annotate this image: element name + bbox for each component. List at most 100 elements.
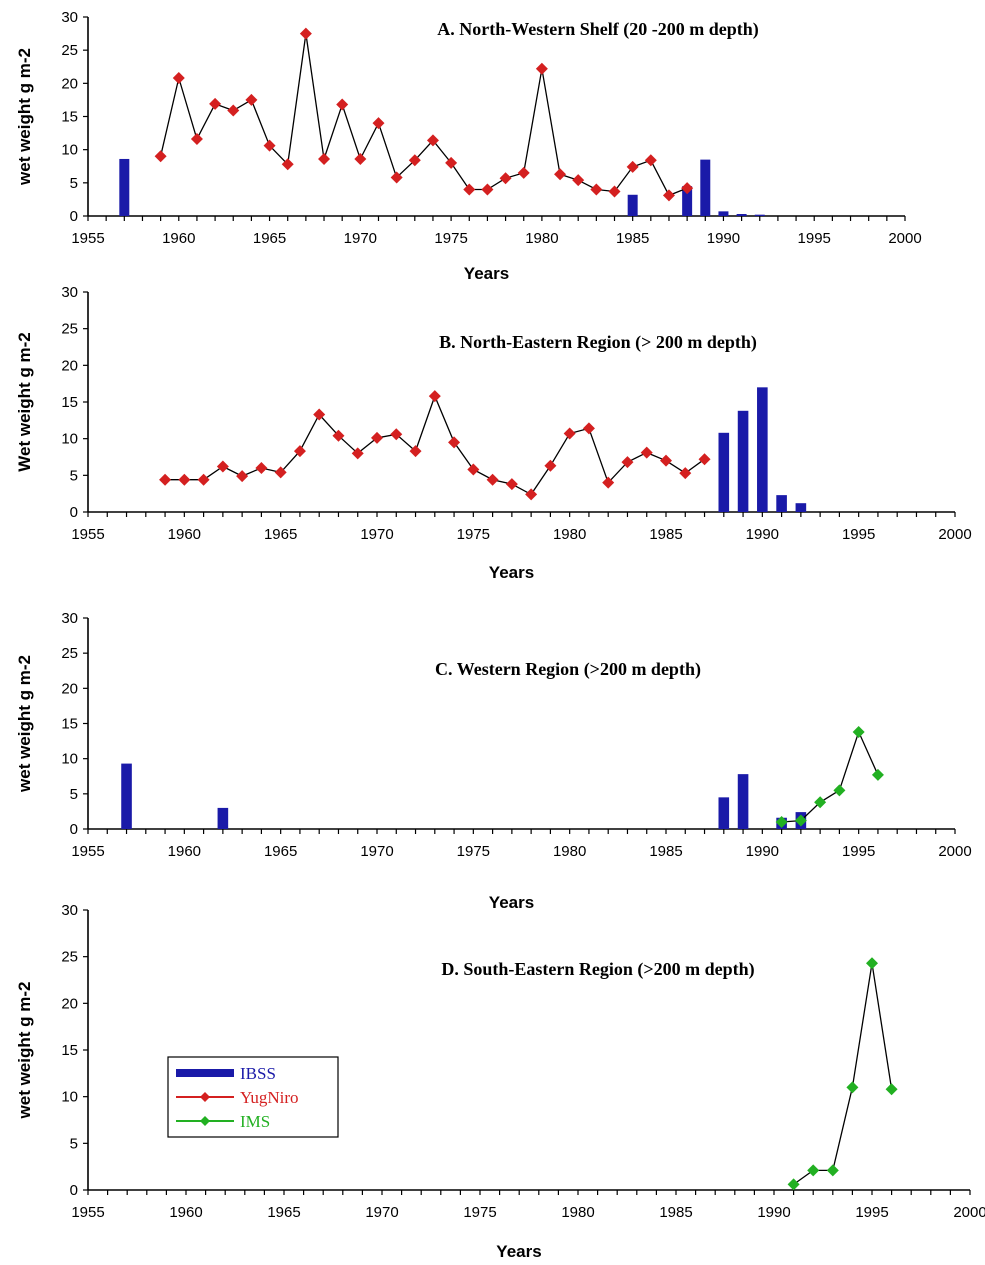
bar-ibss-1989: [737, 410, 749, 512]
bar-ibss-1988: [718, 432, 730, 512]
point-ims-1994: [846, 1081, 859, 1094]
y-tick-label: 30: [61, 902, 78, 919]
point-yugniro-1986: [679, 467, 692, 480]
y-tick-label: 10: [61, 142, 78, 159]
x-tick-label: 1960: [169, 1204, 202, 1221]
x-tick-label: 1985: [649, 843, 682, 860]
bar-ibss-1992: [795, 503, 807, 512]
series-line-ims: [793, 963, 893, 1185]
point-yugniro-1984: [640, 446, 653, 459]
x-axis-label: Years: [496, 1242, 541, 1261]
x-tick-label: 1970: [360, 526, 393, 543]
x-tick-label: 1995: [855, 1204, 888, 1221]
point-ims-1992: [794, 814, 807, 827]
x-tick-label: 1960: [162, 230, 195, 247]
x-tick-label: 1980: [553, 526, 586, 543]
x-tick-label: 1960: [168, 526, 201, 543]
y-tick-label: 10: [61, 1089, 78, 1106]
y-axis-label: wet weight g m-2: [15, 655, 34, 793]
point-yugniro-1978: [499, 172, 512, 185]
y-tick-label: 25: [61, 321, 78, 338]
x-tick-label: 1955: [71, 843, 104, 860]
y-tick-label: 20: [61, 75, 78, 92]
point-yugniro-1980: [535, 62, 548, 75]
point-yugniro-1977: [481, 183, 494, 196]
point-ims-1994: [833, 784, 846, 797]
point-yugniro-1972: [390, 171, 403, 184]
chart-title: D. South-Eastern Region (>200 m depth): [441, 959, 754, 980]
x-tick-label: 1985: [616, 230, 649, 247]
y-tick-label: 0: [70, 208, 78, 225]
bar-ibss-1991: [736, 214, 747, 216]
x-axis-label: Years: [489, 893, 534, 912]
x-tick-label: 2000: [953, 1204, 985, 1221]
point-yugniro-1963: [227, 104, 240, 117]
point-yugniro-1962: [216, 460, 229, 473]
legend-label-ibss: IBSS: [240, 1064, 276, 1083]
point-yugniro-1983: [590, 183, 603, 196]
point-yugniro-1973: [408, 154, 421, 167]
x-tick-label: 1970: [360, 843, 393, 860]
x-axis-label: Years: [464, 264, 509, 283]
y-axis-label: Wet weight g m-2: [15, 332, 34, 471]
point-yugniro-1962: [209, 97, 222, 110]
x-tick-label: 1955: [71, 1204, 104, 1221]
point-yugniro-1959: [159, 473, 172, 486]
x-tick-label: 1995: [798, 230, 831, 247]
point-yugniro-1967: [299, 27, 312, 40]
legend-label-yugniro: YugNiro: [240, 1088, 299, 1107]
point-ims-1991: [787, 1178, 800, 1191]
x-tick-label: 2000: [938, 843, 971, 860]
legend-swatch-marker-yugniro: [200, 1092, 210, 1102]
point-yugniro-1970: [354, 152, 367, 165]
bar-ibss-1988: [682, 186, 693, 216]
y-tick-label: 10: [61, 431, 78, 448]
x-tick-label: 1990: [746, 843, 779, 860]
y-tick-label: 30: [61, 9, 78, 26]
y-tick-label: 15: [61, 109, 78, 126]
point-yugniro-1977: [505, 478, 518, 491]
point-yugniro-1985: [626, 160, 639, 173]
y-tick-label: 20: [61, 680, 78, 697]
x-tick-label: 1980: [525, 230, 558, 247]
chart-panel-2: 0 5 10 15 20 25 30 1955 1960 1965 1970 1975 1980 1985…: [15, 284, 972, 582]
point-yugniro-1981: [554, 168, 567, 181]
point-yugniro-1961: [190, 133, 203, 146]
x-tick-label: 1975: [457, 843, 490, 860]
chart-title: C. Western Region (>200 m depth): [435, 659, 701, 680]
x-tick-label: 1985: [649, 526, 682, 543]
point-yugniro-1974: [426, 134, 439, 147]
point-yugniro-1973: [428, 390, 441, 403]
legend: IBSS YugNiro IMS: [167, 1056, 339, 1138]
y-tick-label: 5: [70, 467, 78, 484]
y-axis-label: wet weight g m-2: [15, 48, 34, 186]
point-yugniro-1982: [602, 476, 615, 489]
point-yugniro-1975: [445, 156, 458, 169]
x-tick-label: 1965: [264, 526, 297, 543]
y-tick-label: 15: [61, 394, 78, 411]
y-tick-label: 30: [61, 610, 78, 627]
point-yugniro-1978: [525, 488, 538, 501]
point-yugniro-1959: [154, 150, 167, 163]
point-yugniro-1976: [463, 183, 476, 196]
y-tick-label: 15: [61, 1042, 78, 1059]
point-ims-1992: [807, 1164, 820, 1177]
point-yugniro-1981: [582, 422, 595, 435]
y-tick-label: 5: [70, 786, 78, 803]
bar-ibss-1990: [757, 387, 768, 512]
x-tick-label: 1990: [707, 230, 740, 247]
point-ims-1995: [852, 725, 865, 738]
x-tick-label: 1965: [267, 1204, 300, 1221]
x-tick-label: 1955: [71, 230, 104, 247]
y-tick-label: 30: [61, 284, 78, 301]
series-line-yugniro: [159, 33, 688, 197]
x-tick-label: 1965: [264, 843, 297, 860]
point-yugniro-1984: [608, 185, 621, 198]
series-line-ims: [781, 730, 879, 823]
point-yugniro-1976: [486, 473, 499, 486]
point-yugniro-1971: [390, 428, 403, 441]
point-yugniro-1983: [621, 456, 634, 469]
point-yugniro-1961: [197, 473, 210, 486]
x-tick-label: 1990: [746, 526, 779, 543]
x-tick-label: 1980: [561, 1204, 594, 1221]
